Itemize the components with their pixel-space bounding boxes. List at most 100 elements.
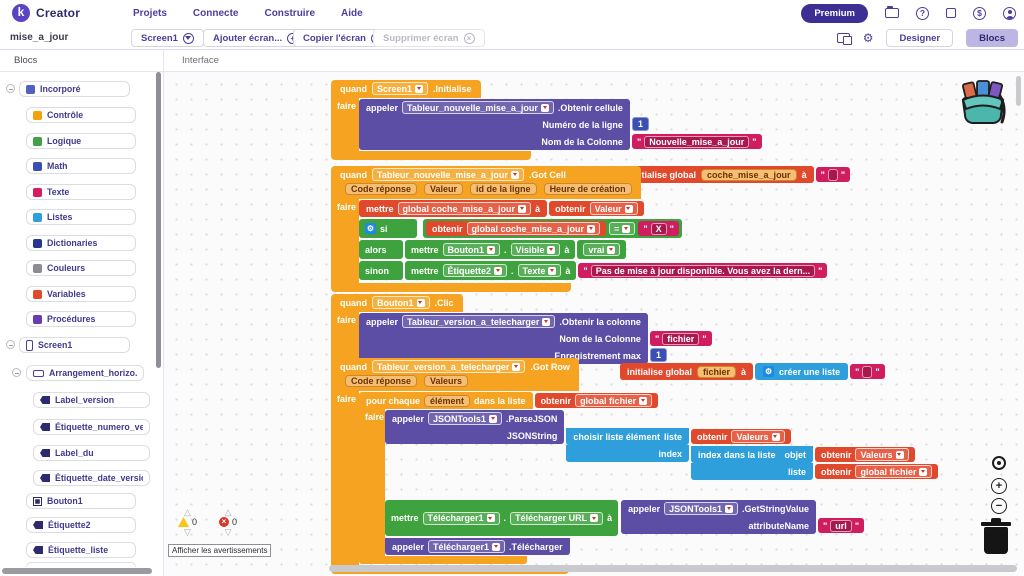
sidebar-item-listes[interactable]: Listes <box>26 209 136 225</box>
property-dropdown-chip[interactable]: Télécharger URL <box>510 511 604 525</box>
event-param-chip[interactable]: Valeurs <box>424 375 469 387</box>
block-tableur-got-row[interactable]: quand Tableur_version_a_telecharger .Got… <box>331 358 939 574</box>
collapse-screen1-icon[interactable] <box>6 340 15 349</box>
component-dropdown-chip[interactable]: JSONTools1 <box>664 502 738 515</box>
help-icon[interactable]: ? <box>916 6 929 20</box>
sidebar-item-label-version[interactable]: Label_version <box>33 392 150 408</box>
canvas-vertical-scrollbar[interactable] <box>1016 76 1021 106</box>
text-string-block[interactable]: " fichier " <box>649 331 712 346</box>
account-icon[interactable] <box>1003 6 1016 20</box>
sidebar-item-bouton1[interactable]: Bouton1 <box>26 493 136 509</box>
call-obtenir-colonne-block[interactable]: appeler Tableur_version_a_telecharger .O… <box>359 313 712 364</box>
menu-connecte[interactable]: Connecte <box>192 7 239 19</box>
designer-toggle-button[interactable]: Designer <box>886 29 954 47</box>
component-dropdown-chip[interactable]: Tableur_version_a_telecharger <box>372 360 526 373</box>
index-in-list-block[interactable]: index dans la liste objet obtenir <box>690 446 939 480</box>
event-param-chip[interactable]: Valeur <box>424 183 464 195</box>
sidebar-item-dictionaries[interactable]: Dictionaries <box>26 235 136 251</box>
set-variable-block[interactable]: mettre global coche_mise_a_jour à obteni… <box>359 200 644 217</box>
sidebar-item-controle[interactable]: Contrôle <box>26 107 136 123</box>
comparison-block[interactable]: obtenir global coche_mise_a_jour = " X " <box>423 219 682 238</box>
premium-button[interactable]: Premium <box>801 3 868 23</box>
loop-variable-chip[interactable]: élément <box>424 394 471 407</box>
component-dropdown-chip[interactable]: Tableur_nouvelle_mise_a_jour <box>402 101 554 114</box>
menu-aide[interactable]: Aide <box>341 7 363 19</box>
component-dropdown-chip[interactable]: Étiquette2 <box>442 264 508 277</box>
kodular-logo-icon[interactable]: k <box>12 4 30 22</box>
logic-true-block[interactable]: vrai <box>577 240 627 259</box>
event-block-header[interactable]: quand Screen1 .Initialise <box>331 80 481 98</box>
call-getstringvalue-block[interactable]: appeler JSONTools1 .GetStringValue attri… <box>621 500 865 534</box>
event-param-chip[interactable]: id de la ligne <box>470 183 537 195</box>
logic-dropdown-chip[interactable]: vrai <box>583 243 621 256</box>
sidebar-item-math[interactable]: Math <box>26 158 136 174</box>
event-block-header[interactable]: quand Tableur_version_a_telecharger .Got… <box>331 358 579 391</box>
settings-gear-icon[interactable]: ⚙ <box>862 31 874 45</box>
variable-dropdown-chip[interactable]: global fichier <box>575 394 653 407</box>
preview-screens-icon[interactable] <box>836 33 852 45</box>
operator-dropdown-chip[interactable]: = <box>609 222 636 235</box>
component-dropdown-chip[interactable]: Télécharger1 <box>422 511 500 525</box>
component-dropdown-chip[interactable]: JSONTools1 <box>428 412 502 425</box>
make-list-block[interactable]: ⚙ créer une liste <box>755 363 849 380</box>
init-global-fichier-block[interactable]: initialise global fichier à ⚙ créer une … <box>620 363 885 380</box>
component-dropdown-chip[interactable]: Bouton1 <box>442 243 501 256</box>
canvas-horizontal-scrollbar[interactable] <box>329 565 1017 572</box>
variable-dropdown-chip[interactable]: global fichier <box>855 465 933 478</box>
sidebar-item-procedures[interactable]: Procédures <box>26 311 136 327</box>
sidebar-item-screen1[interactable]: Screen1 <box>19 337 130 353</box>
variable-dropdown-chip[interactable]: Valeurs <box>855 448 909 461</box>
call-parsejson-block[interactable]: appeler JSONTools1 .ParseJSON JSONString <box>385 410 939 480</box>
variable-dropdown-chip[interactable]: Valeur <box>589 202 638 215</box>
text-string-block[interactable]: " Nouvelle_mise_a_jour " <box>631 134 762 149</box>
interface-tab[interactable]: Interface <box>164 50 1024 72</box>
number-block[interactable]: 1 <box>649 348 667 362</box>
zoom-out-button[interactable]: − <box>991 498 1007 514</box>
init-global-coche-block[interactable]: initialise global coche_mise_a_jour à " " <box>624 166 851 183</box>
sidebar-item-couleurs[interactable]: Couleurs <box>26 260 136 276</box>
empty-text-string-block[interactable]: " " <box>815 167 851 182</box>
sidebar-item-etiquette-liste[interactable]: Étiquette_liste <box>26 542 136 558</box>
get-variable-block[interactable]: obtenir global fichier <box>814 464 939 479</box>
mutator-gear-icon[interactable]: ⚙ <box>365 223 376 234</box>
screen-selector-button[interactable]: Screen1 <box>131 29 204 47</box>
projects-folder-icon[interactable] <box>885 6 899 18</box>
sidebar-item-logique[interactable]: Logique <box>26 133 136 149</box>
get-variable-block[interactable]: obtenir Valeur <box>549 201 644 216</box>
component-dropdown-chip[interactable]: Télécharger1 <box>428 540 506 553</box>
select-list-item-block[interactable]: choisir liste élément liste obtenir Vale… <box>566 428 939 480</box>
event-param-chip[interactable]: Code réponse <box>345 375 418 387</box>
error-up-arrow-icon[interactable]: △ <box>224 507 232 517</box>
zoom-in-button[interactable]: + <box>991 478 1007 494</box>
number-block[interactable]: 1 <box>631 117 649 131</box>
collapse-builtin-icon[interactable] <box>6 84 15 93</box>
gallery-icon[interactable] <box>946 6 962 18</box>
sidebar-item-incorpore[interactable]: Incorporé <box>19 81 130 97</box>
monetization-icon[interactable]: $ <box>973 6 986 20</box>
component-dropdown-chip[interactable]: Tableur_version_a_telecharger <box>402 315 556 328</box>
event-param-chip[interactable]: Code réponse <box>345 183 418 195</box>
sidebar-item-label-du[interactable]: Label_du <box>33 445 150 461</box>
property-dropdown-chip[interactable]: Texte <box>517 264 562 277</box>
get-variable-block[interactable]: obtenir Valeurs <box>814 447 915 462</box>
get-variable-block[interactable]: obtenir global coche_mise_a_jour <box>426 221 607 236</box>
set-download-url-block[interactable]: mettre Télécharger1 . Télécharger URL à <box>385 500 865 536</box>
event-param-chip[interactable]: Heure de création <box>543 183 632 195</box>
sidebar-item-etiquette-date[interactable]: Étiquette_date_version <box>33 470 150 486</box>
warning-up-arrow-icon[interactable]: △ <box>184 507 191 517</box>
event-block-header[interactable]: quand Bouton1 .Clic <box>331 294 463 312</box>
sidebar-item-etiquette2[interactable]: Étiquette2 <box>26 517 136 533</box>
get-variable-block[interactable]: obtenir global fichier <box>534 393 659 408</box>
error-down-arrow-icon[interactable]: ▽ <box>224 527 232 537</box>
sidebar-item-variables[interactable]: Variables <box>26 286 136 302</box>
variable-name-chip[interactable]: fichier <box>697 365 737 378</box>
warning-down-arrow-icon[interactable]: ▽ <box>184 527 191 537</box>
backpack-icon[interactable] <box>959 78 1007 128</box>
event-block-header[interactable]: quand Tableur_nouvelle_mise_a_jour .Got … <box>331 166 641 199</box>
get-variable-block[interactable]: obtenir Valeurs <box>690 429 791 444</box>
variable-dropdown-chip[interactable]: Valeurs <box>731 430 785 443</box>
component-dropdown-chip[interactable]: Screen1 <box>372 82 429 95</box>
sidebar-item-etiquette-numero[interactable]: Étiquette_numero_ve... <box>33 419 150 435</box>
set-property-block[interactable]: mettre Bouton1 . Visible à <box>405 240 576 259</box>
variable-name-chip[interactable]: coche_mise_a_jour <box>701 168 797 181</box>
